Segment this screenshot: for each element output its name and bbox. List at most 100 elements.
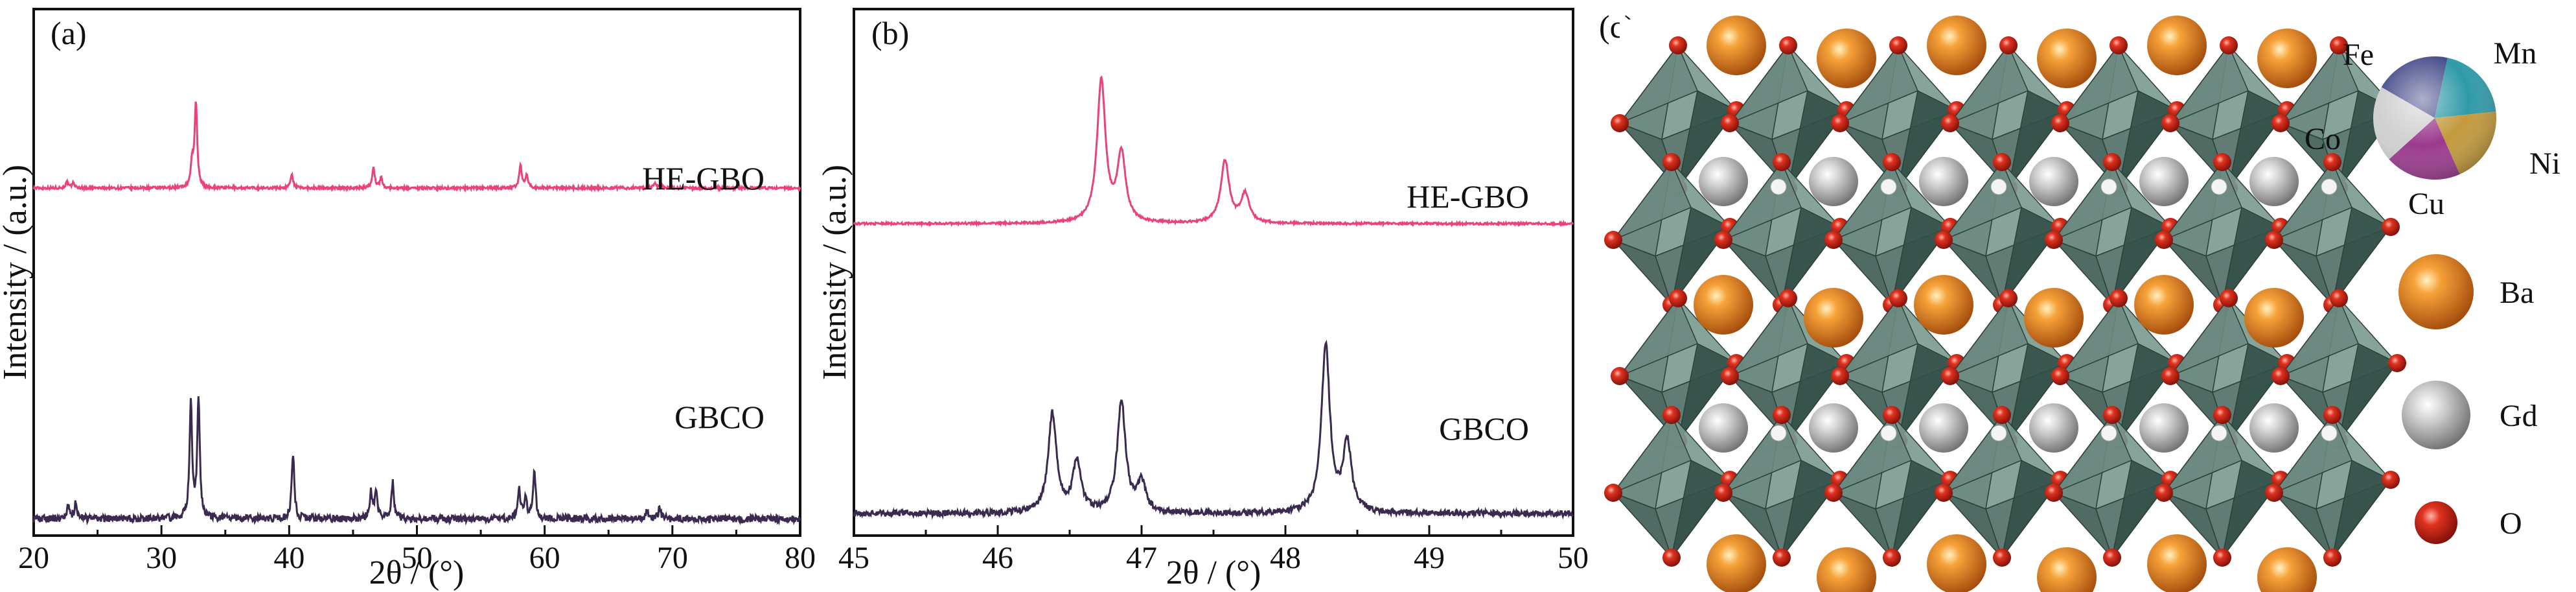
oxygen-atom <box>2323 406 2341 424</box>
oxygen-atom <box>1993 549 2011 567</box>
oxygen-atom <box>2271 114 2290 132</box>
gd-atom <box>2029 157 2078 206</box>
gd-atom <box>2139 403 2189 453</box>
octahedron-face <box>2168 297 2249 377</box>
oxygen-atom <box>1773 153 1791 171</box>
octahedron-face <box>1671 206 1731 305</box>
oxygen-atom <box>2271 367 2290 385</box>
series-gbco-line-b <box>853 339 1574 520</box>
plot-frame-a <box>32 8 801 537</box>
octahedron-face <box>1618 297 1698 377</box>
ba-atom <box>1804 288 1863 348</box>
oxygen-atom <box>2265 484 2283 502</box>
oxygen-atom <box>1824 484 1843 502</box>
oxygen-atom <box>2382 218 2400 236</box>
small-white-atom <box>1770 178 1787 195</box>
octahedron-face <box>2111 459 2172 558</box>
crystal-structure-illustration <box>1604 16 2406 592</box>
b-site-element-pie <box>2373 56 2496 180</box>
ba-atom <box>1707 16 1766 75</box>
octahedron-face <box>2332 459 2392 558</box>
ba-atom <box>2147 16 2207 75</box>
x-axis-label-b: 2θ / (°) <box>1166 554 1261 591</box>
legend-mn-label: Mn <box>2494 36 2537 71</box>
ba-atom <box>2037 29 2097 88</box>
gd-atom <box>1919 157 1968 206</box>
octahedron-face <box>1781 459 1841 558</box>
oxygen-atom <box>1999 289 2018 307</box>
x-tick-label: 30 <box>146 541 177 575</box>
series-label-he-gbo-a: HE-GBO <box>642 160 765 196</box>
oxygen-atom <box>2103 406 2121 424</box>
oxygen-atom <box>1604 484 1622 502</box>
oxygen-atom <box>2213 406 2231 424</box>
oxygen-atom <box>1721 114 1739 132</box>
octahedron-face <box>2058 44 2139 124</box>
oxygen-atom <box>2161 114 2179 132</box>
oxygen-atom <box>1824 231 1843 249</box>
octahedron-face <box>1728 297 1808 377</box>
x-tick-label: 46 <box>982 541 1013 575</box>
oxygen-atom <box>2110 289 2128 307</box>
octahedron-face <box>2279 44 2359 124</box>
ba-atom <box>1707 534 1766 592</box>
x-axis-b: 45 46 47 48 49 50 <box>838 525 1589 575</box>
oxygen-atom <box>1669 36 1687 54</box>
oxygen-atom <box>1714 231 1732 249</box>
x-axis-a: 20 30 40 50 60 70 80 <box>18 525 816 575</box>
y-axis-label-a: Intensity / (a.u.) <box>0 165 34 380</box>
oxygen-atom <box>2220 289 2238 307</box>
ba-atom <box>2147 534 2207 592</box>
x-tick-label: 48 <box>1270 541 1301 575</box>
small-white-atom <box>2211 178 2227 195</box>
oxygen-atom <box>1941 114 1959 132</box>
oxygen-atom <box>1662 406 1681 424</box>
oxygen-atom <box>2110 36 2128 54</box>
ba-atom <box>2257 29 2317 88</box>
x-tick-label: 50 <box>1558 541 1589 575</box>
oxygen-atom <box>2388 354 2406 372</box>
oxygen-atom <box>1779 289 1797 307</box>
x-tick-label: 50 <box>402 541 433 575</box>
panel-label-a: (a) <box>51 15 87 51</box>
gd-atom <box>1699 157 1748 206</box>
octahedron-face <box>1891 206 1951 305</box>
x-tick-label: 60 <box>529 541 560 575</box>
oxygen-atom <box>1611 367 1629 385</box>
small-white-atom <box>1990 425 2007 442</box>
small-white-atom <box>1880 178 1897 195</box>
oxygen-atom <box>2220 36 2238 54</box>
octahedron-face <box>1898 342 1958 442</box>
gd-atom <box>2249 403 2299 453</box>
octahedron-face <box>1948 44 2029 124</box>
octahedron-face <box>1781 206 1841 305</box>
oxygen-atom <box>1721 367 1739 385</box>
ba-atom <box>1927 534 1986 592</box>
octahedron-face <box>2332 206 2392 305</box>
oxygen-atom <box>2155 231 2173 249</box>
oxygen-atom <box>2330 36 2348 54</box>
ba-atom <box>1694 275 1753 335</box>
oxygen-atom <box>1889 289 1907 307</box>
octahedron-face <box>2001 206 2062 305</box>
small-white-atom <box>2211 425 2227 442</box>
legend-o-sphere <box>2415 501 2457 544</box>
oxygen-atom <box>2051 367 2069 385</box>
oxygen-atom <box>1883 406 1901 424</box>
legend-gd-label: Gd <box>2500 399 2538 433</box>
legend-ni-label: Ni <box>2529 147 2560 181</box>
octahedron-face <box>2111 206 2172 305</box>
octahedron-face <box>2222 459 2282 558</box>
oxygen-atom <box>1889 36 1907 54</box>
x-tick-label: 20 <box>18 541 49 575</box>
ba-atom <box>1817 29 1876 88</box>
octahedron-face <box>2118 342 2178 442</box>
oxygen-atom <box>1935 484 1953 502</box>
oxygen-atom <box>2213 153 2231 171</box>
oxygen-atom <box>2103 549 2121 567</box>
legend-c: Fe Mn Co Ni Cu Ba Gd O <box>2305 36 2560 544</box>
oxygen-atom <box>2045 231 2063 249</box>
octahedron-face <box>1788 342 1848 442</box>
ba-atom <box>1914 275 1973 335</box>
legend-o-label: O <box>2500 506 2522 541</box>
